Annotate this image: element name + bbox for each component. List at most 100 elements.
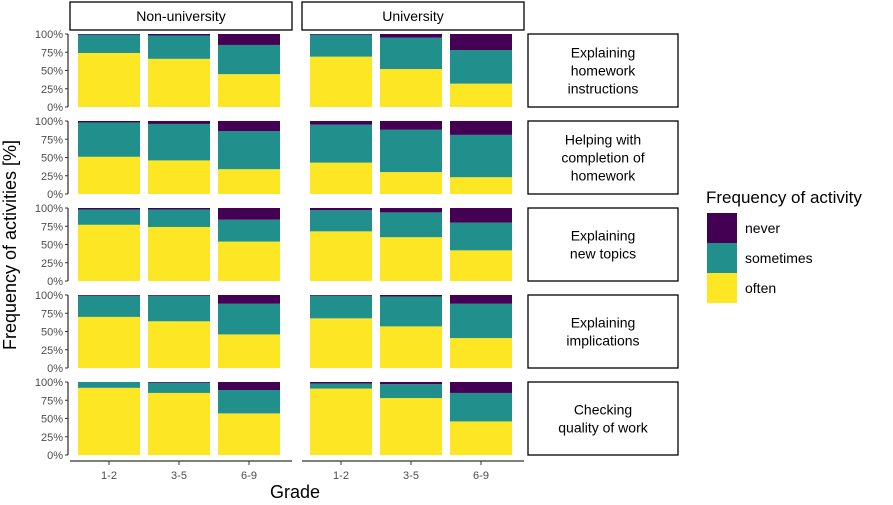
row-strip-label: Helping with (565, 132, 641, 148)
legend-label-never: never (745, 220, 780, 236)
panel (310, 295, 512, 368)
legend-label-often: often (745, 280, 776, 296)
bar-segment-often (218, 413, 280, 455)
legend-key-sometimes (707, 243, 737, 273)
y-tick-label: 25% (41, 258, 63, 270)
row-strip: Explaining implications (527, 294, 679, 369)
bar-segment-often (148, 58, 210, 107)
bar-segment-often (310, 231, 372, 281)
bar-segment-sometimes (218, 303, 280, 335)
bar-segment-often (218, 241, 280, 281)
y-tick-label: 75% (41, 134, 63, 146)
bar-segment-often (450, 338, 512, 368)
bar-segment-sometimes (380, 37, 442, 70)
row-strip-label: completion of (561, 150, 644, 166)
y-tick-label: 100% (35, 377, 63, 389)
bar-segment-sometimes (78, 382, 140, 388)
bar-segment-never (380, 295, 442, 297)
bar-segment-sometimes (380, 384, 442, 399)
legend-item-often: often (707, 273, 776, 303)
bar-segment-sometimes (310, 210, 372, 232)
panels-layer (78, 34, 512, 455)
bar-segment-often (148, 321, 210, 368)
x-tick-label: 6-9 (241, 470, 257, 482)
bar-segment-often (148, 160, 210, 194)
y-tick-label: 25% (41, 84, 63, 96)
bar-segment-never (310, 121, 372, 125)
row-strip-label: Checking (574, 402, 632, 418)
bar-segment-often (450, 177, 512, 194)
panel (78, 34, 280, 107)
legend-key-often (707, 273, 737, 303)
bar-segment-often (218, 334, 280, 368)
y-axis: 0% 25% 50% 75% 100% (35, 377, 69, 462)
x-axis: 1-2 3-5 6-9 (302, 460, 524, 482)
legend-label-sometimes: sometimes (745, 250, 813, 266)
bar-segment-never (78, 121, 140, 123)
bar-segment-often (310, 162, 372, 194)
row-strip-label: homework (571, 168, 637, 184)
bar-segment-often (218, 74, 280, 107)
y-tick-label: 75% (41, 395, 63, 407)
bar-segment-sometimes (450, 303, 512, 339)
bar-segment-often (380, 237, 442, 281)
column-strip: Non-university (69, 1, 293, 31)
bar-segment-often (78, 316, 140, 368)
y-tick-label: 75% (41, 308, 63, 320)
bar-segment-sometimes (450, 50, 512, 84)
y-tick-label: 50% (41, 240, 63, 252)
bar-segment-never (148, 382, 210, 383)
y-tick-label: 25% (41, 171, 63, 183)
bar-segment-sometimes (310, 295, 372, 319)
x-tick-label: 3-5 (403, 470, 419, 482)
bar-segment-often (78, 387, 140, 455)
bar-segment-sometimes (450, 134, 512, 178)
row-strip: Checking quality of work (527, 381, 679, 456)
legend-item-never: never (707, 213, 780, 243)
strips-layer: Non-university University Explaining homewo… (69, 1, 679, 456)
bar-segment-never (148, 34, 210, 36)
row-strip: Helping with completion of homework (527, 120, 679, 195)
bar-segment-sometimes (380, 296, 442, 327)
bar-segment-sometimes (218, 131, 280, 170)
y-axis: 0% 25% 50% 75% 100% (35, 29, 69, 114)
x-tick-label: 3-5 (171, 470, 187, 482)
bar-segment-sometimes (78, 34, 140, 53)
panel (310, 382, 512, 455)
y-axis: 0% 25% 50% 75% 100% (35, 203, 69, 288)
y-tick-label: 0% (47, 450, 63, 462)
row-strip: Explaining homework instructions (527, 33, 679, 108)
bar-segment-never (380, 382, 442, 385)
bar-segment-often (380, 172, 442, 194)
bar-segment-never (218, 208, 280, 220)
bar-segment-never (450, 34, 512, 51)
bar-segment-never (218, 382, 280, 391)
legend-item-sometimes: sometimes (707, 243, 813, 273)
bar-segment-sometimes (148, 209, 210, 227)
bar-segment-sometimes (148, 295, 210, 322)
bar-segment-never (148, 295, 210, 296)
bar-segment-often (380, 69, 442, 107)
y-axis-title: Frequency of activities [%] (0, 140, 20, 350)
x-axis-title: Grade (270, 482, 320, 502)
row-strip-box (527, 294, 679, 369)
column-strip: University (301, 1, 525, 31)
bar-segment-sometimes (78, 122, 140, 157)
row-strip-label: Explaining (571, 228, 636, 244)
bar-segment-sometimes (78, 295, 140, 317)
bar-segment-sometimes (148, 35, 210, 59)
axes-layer: 0% 25% 50% 75% 100% 0% 25% 50% 75% 100% 0% 25% 50% 75… (35, 29, 524, 482)
bar-segment-never (218, 34, 280, 45)
panel (78, 208, 280, 281)
x-tick-label: 6-9 (473, 470, 489, 482)
y-tick-label: 0% (47, 276, 63, 288)
x-tick-label: 1-2 (333, 470, 349, 482)
row-strip: Explaining new topics (527, 207, 679, 282)
bar-segment-never (78, 34, 140, 35)
y-tick-label: 100% (35, 29, 63, 41)
bar-segment-never (310, 208, 372, 211)
row-strip-box (527, 33, 679, 108)
panel (78, 121, 280, 194)
panel (78, 382, 280, 455)
row-strip-label: new topics (570, 246, 636, 262)
